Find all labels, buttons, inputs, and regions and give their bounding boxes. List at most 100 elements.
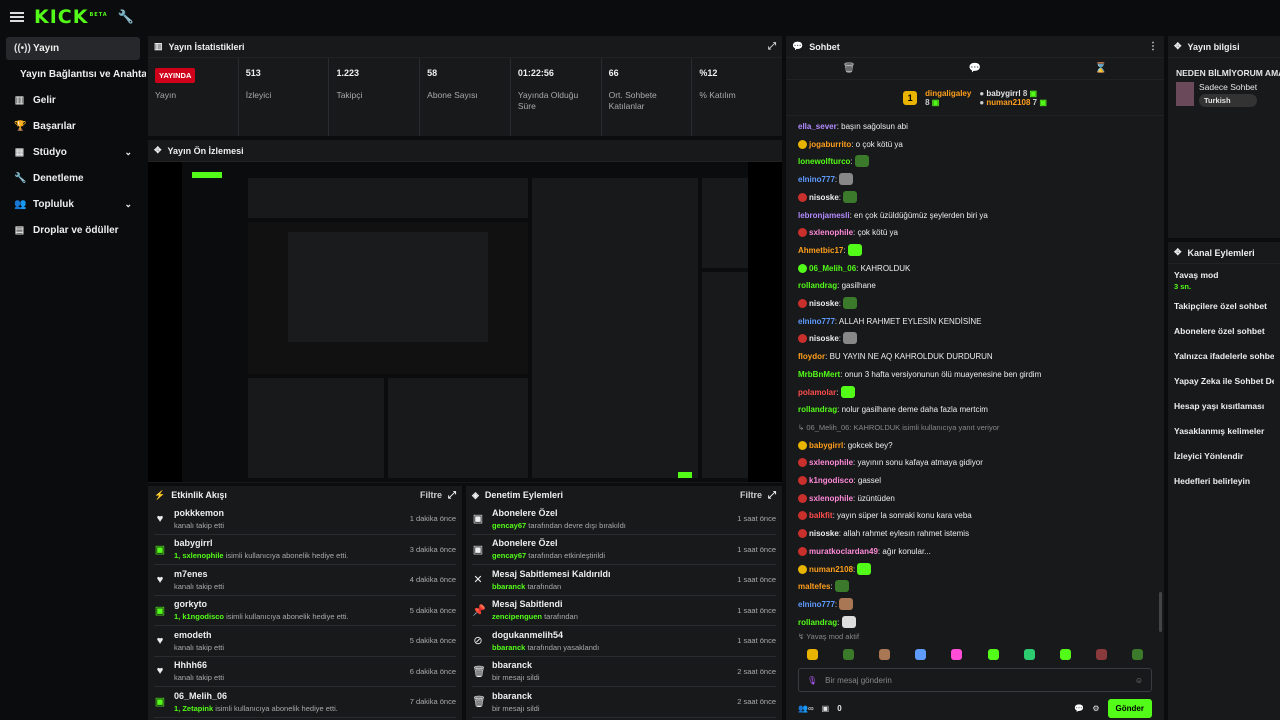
item-name[interactable]: 06_Melih_06 bbox=[174, 690, 228, 701]
list-item[interactable]: ♥ Hhhh66 kanalı takip etti 6 dakika önce bbox=[154, 657, 456, 687]
chat-message[interactable]: rollandrag: nolur gasilhane deme daha fa… bbox=[786, 401, 1164, 419]
list-item[interactable]: ⊘ dogukanmelih54 bbaranck tarafından yasak… bbox=[472, 626, 776, 657]
chat-message[interactable]: nisoske: bbox=[786, 295, 1164, 313]
channel-action[interactable]: Yapay Zeka ile Sohbet Denetimi bbox=[1168, 368, 1280, 393]
item-name[interactable]: Mesaj Sabitlendi bbox=[492, 599, 563, 610]
users-icon[interactable]: 👥∞ bbox=[798, 703, 814, 713]
chat-username[interactable]: lonewolfturco bbox=[798, 157, 851, 167]
item-user[interactable]: bbaranck bbox=[492, 581, 526, 591]
chat-message[interactable]: sxlenophile: üzüntüden bbox=[786, 490, 1164, 508]
chat-username[interactable]: ella_sever bbox=[798, 122, 837, 131]
channel-action[interactable]: Takipçilere özel sohbet bbox=[1168, 293, 1280, 318]
menu-icon[interactable] bbox=[10, 12, 24, 22]
item-name[interactable]: babygirrl bbox=[174, 538, 213, 549]
chat-message[interactable]: lonewolfturco: bbox=[786, 153, 1164, 171]
chat-menu-icon[interactable]: ⋮ bbox=[1148, 41, 1158, 52]
item-user[interactable]: bbaranck bbox=[492, 642, 526, 652]
chat-scrollbar[interactable] bbox=[1159, 592, 1162, 632]
send-button[interactable]: Gönder bbox=[1107, 698, 1152, 718]
item-user[interactable]: gencay67 bbox=[492, 551, 527, 561]
emote-icon[interactable] bbox=[806, 648, 818, 660]
chat-username[interactable]: balkfit bbox=[809, 511, 833, 521]
list-item[interactable]: 🗑 bbaranck bir mesajı sildi 2 saat önce bbox=[472, 657, 776, 687]
list-item[interactable]: ▣ babygirrl 1, sxlenophile isimli kullanıc… bbox=[154, 535, 456, 565]
emote-icon[interactable] bbox=[842, 648, 854, 660]
pinned-user-3[interactable]: numan2108 bbox=[986, 97, 1031, 107]
category-thumbnail[interactable] bbox=[1176, 82, 1194, 106]
pinned-user-2[interactable]: babygirrl bbox=[986, 88, 1021, 98]
wrench-icon[interactable]: 🔧 bbox=[117, 9, 134, 24]
item-name[interactable]: Abonelere Özel bbox=[492, 507, 558, 518]
emote-icon[interactable] bbox=[987, 648, 999, 660]
emote-icon[interactable] bbox=[1132, 648, 1144, 660]
emote-icon[interactable] bbox=[951, 648, 963, 660]
kick-logo[interactable]: KICKBETA bbox=[34, 6, 108, 28]
list-item[interactable]: 🗑 bbaranck bir mesajı sildi 2 saat önce bbox=[472, 687, 776, 718]
list-item[interactable]: ♥ pokkkemon kanalı takip etti 1 dakika önce bbox=[154, 504, 456, 535]
chat-message[interactable]: balkfit: yayın süper la sonraki konu kar… bbox=[786, 507, 1164, 525]
chat-message[interactable]: nisoske: allah rahmet eylesın rahmet ist… bbox=[786, 525, 1164, 543]
list-item[interactable]: ♥ emodeth kanalı takip etti 5 dakika önce bbox=[154, 626, 456, 657]
chat-username[interactable]: floydor bbox=[798, 352, 826, 362]
chat-username[interactable]: rollandrag bbox=[798, 281, 838, 291]
chat-username[interactable]: maltefes bbox=[798, 582, 831, 592]
chevron-down-icon[interactable]: ⌄ bbox=[124, 199, 132, 209]
chat-username[interactable]: sxlenophile bbox=[809, 228, 854, 238]
chat-username[interactable]: babygirrl bbox=[809, 440, 844, 450]
chevron-down-icon[interactable]: ⌄ bbox=[124, 147, 132, 157]
chat-username[interactable]: rollandrag bbox=[798, 405, 838, 415]
category-name[interactable]: Sadece Sohbet bbox=[1199, 82, 1258, 92]
chat-message[interactable]: sxlenophile: çok kötü ya bbox=[786, 224, 1164, 242]
gear-icon[interactable]: ⚙ bbox=[1092, 703, 1100, 713]
item-name[interactable]: dogukanmelih54 bbox=[492, 629, 564, 640]
item-user[interactable]: 1, sxlenophile bbox=[174, 551, 224, 561]
moderation-expand-icon[interactable]: ⤢ bbox=[768, 489, 776, 501]
chat-settings-icon[interactable]: 💬 bbox=[1074, 703, 1085, 713]
emote-icon[interactable] bbox=[915, 648, 927, 660]
sidebar-item-denetleme[interactable]: 🔧 Denetleme bbox=[6, 167, 140, 190]
chat-message[interactable]: k1ngodisco: gassel bbox=[786, 472, 1164, 490]
list-item[interactable]: ▣ Abonelere Özel gencay67 tarafından etkin… bbox=[472, 535, 776, 565]
chat-username[interactable]: nisoske bbox=[809, 192, 839, 202]
sidebar-item-droplar[interactable]: ▤ Droplar ve ödüller bbox=[6, 219, 140, 242]
chat-username[interactable]: nisoske bbox=[809, 334, 839, 344]
chat-message[interactable]: nisoske: bbox=[786, 330, 1164, 348]
sidebar-item-yayin[interactable]: ((•)) Yayın bbox=[6, 37, 140, 60]
mic-icon[interactable]: 🎙 bbox=[807, 675, 818, 685]
chat-message[interactable]: elnino777: bbox=[786, 596, 1164, 614]
chat-message[interactable]: 06_Melih_06: KAHROLDUK bbox=[786, 260, 1164, 278]
chat-username[interactable]: jogaburrito bbox=[809, 139, 852, 149]
activity-expand-icon[interactable]: ⤢ bbox=[448, 489, 456, 501]
item-name[interactable]: m7enes bbox=[174, 568, 208, 579]
chat-message[interactable]: sxlenophile: yayının sonu kafaya atmaya … bbox=[786, 454, 1164, 472]
item-user[interactable]: 1, Zetapink bbox=[174, 703, 214, 713]
chat-username[interactable]: MrbBnMert bbox=[798, 369, 841, 379]
list-item[interactable]: ▣ 06_Melih_06 1, Zetapink isimli kullanıcı… bbox=[154, 687, 456, 718]
list-item[interactable]: ▣ Abonelere Özel gencay67 tarafından devre… bbox=[472, 504, 776, 535]
channel-action[interactable]: Yalnızca ifadelerle sohbet bbox=[1168, 343, 1280, 368]
chat-username[interactable]: lebronjamesli bbox=[798, 210, 850, 220]
hourglass-tab-icon[interactable]: ⌛ bbox=[1094, 63, 1108, 74]
list-item[interactable]: ✕ Mesaj Sabitlemesi Kaldırıldı bbaranck ta… bbox=[472, 565, 776, 596]
chat-username[interactable]: polamolar bbox=[798, 387, 837, 397]
item-name[interactable]: Mesaj Sabitlemesi Kaldırıldı bbox=[492, 568, 611, 579]
item-user[interactable]: 1, k1ngodisco bbox=[174, 612, 225, 622]
chat-username[interactable]: muratkoclardan49 bbox=[809, 546, 878, 556]
emote-icon[interactable] bbox=[1023, 648, 1035, 660]
chat-username[interactable]: Ahmetbic17 bbox=[798, 245, 844, 255]
chat-username[interactable]: k1ngodisco bbox=[809, 476, 854, 486]
chat-username[interactable]: elnino777 bbox=[798, 599, 835, 609]
trash-tab-icon[interactable]: 🗑 bbox=[842, 63, 856, 74]
list-item[interactable]: ♥ m7enes kanalı takip etti 4 dakika önce bbox=[154, 565, 456, 596]
channel-action[interactable]: Yasaklanmış kelimeler bbox=[1168, 418, 1280, 443]
message-input[interactable]: 🎙 Bir mesaj gönderin ☺ bbox=[798, 668, 1152, 692]
language-tag[interactable]: Turkish bbox=[1199, 94, 1258, 107]
channel-action[interactable]: Hesap yaşı kısıtlaması bbox=[1168, 393, 1280, 418]
chat-message[interactable]: jogaburrito: o çok kötü ya bbox=[786, 136, 1164, 154]
chat-message[interactable]: babygirrl: gokcek bey? bbox=[786, 437, 1164, 455]
emote-icon[interactable] bbox=[1096, 648, 1108, 660]
chat-username[interactable]: rollandrag bbox=[798, 617, 838, 627]
activity-filter-button[interactable]: Filtre bbox=[419, 490, 442, 500]
chat-username[interactable]: nisoske bbox=[809, 529, 839, 539]
chat-username[interactable]: elnino777 bbox=[798, 316, 835, 326]
